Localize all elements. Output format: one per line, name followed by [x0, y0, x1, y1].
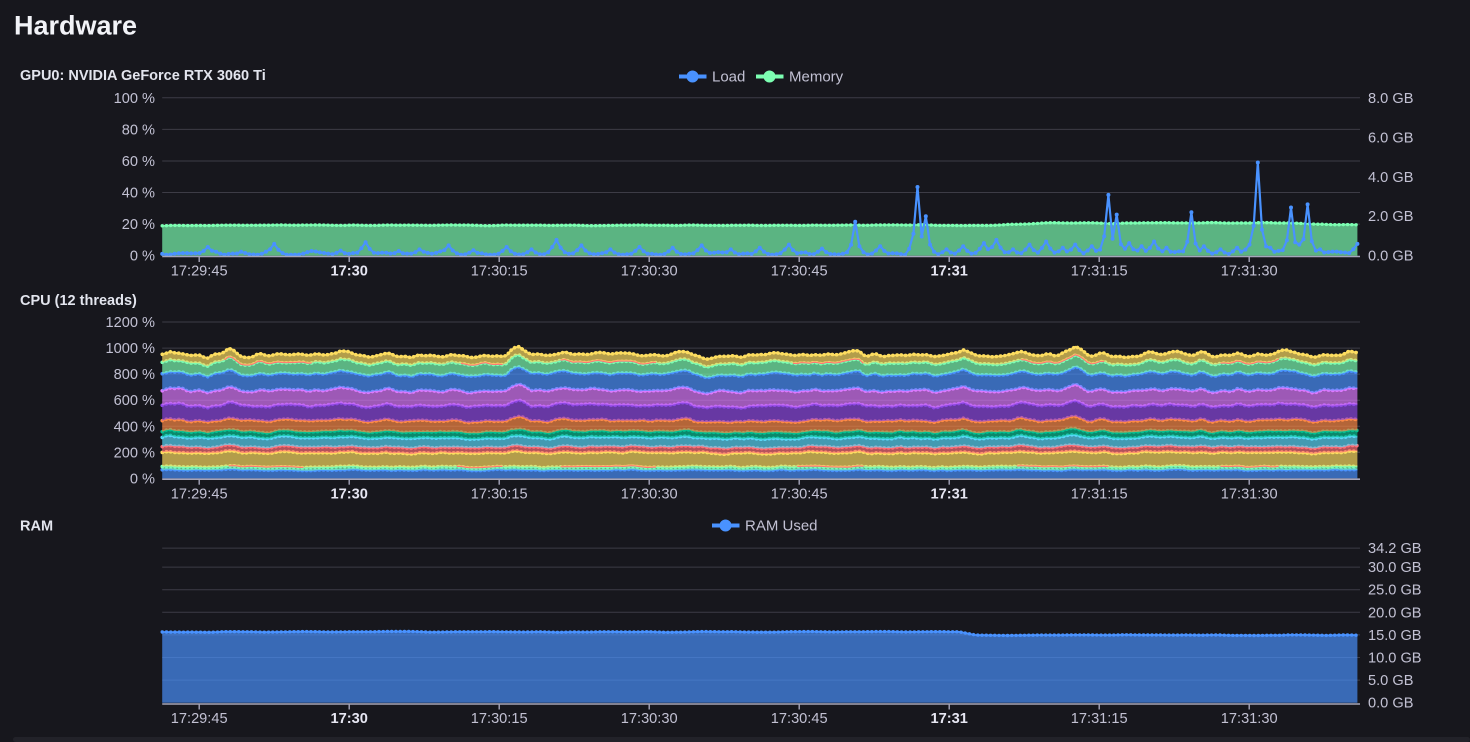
svg-text:Memory: Memory [789, 69, 844, 86]
svg-text:RAM Used: RAM Used [745, 518, 818, 535]
svg-text:17:30:30: 17:30:30 [621, 263, 678, 279]
svg-text:15.0 GB: 15.0 GB [1368, 628, 1422, 644]
svg-text:17:31: 17:31 [931, 263, 968, 279]
svg-text:80 %: 80 % [122, 122, 155, 138]
svg-text:1200 %: 1200 % [106, 315, 156, 331]
svg-text:17:30:45: 17:30:45 [771, 263, 828, 279]
svg-text:17:29:45: 17:29:45 [171, 711, 228, 727]
svg-text:17:30:45: 17:30:45 [771, 711, 828, 727]
svg-text:30.0 GB: 30.0 GB [1368, 560, 1422, 576]
svg-text:17:30:15: 17:30:15 [471, 263, 528, 279]
svg-text:17:31: 17:31 [931, 486, 968, 502]
svg-text:17:30:15: 17:30:15 [471, 486, 528, 502]
svg-text:17:31:15: 17:31:15 [1071, 486, 1128, 502]
svg-text:600 %: 600 % [114, 393, 155, 409]
svg-text:Hardware: Hardware [14, 11, 137, 41]
svg-text:17:30: 17:30 [331, 263, 368, 279]
svg-text:20 %: 20 % [122, 217, 155, 233]
svg-text:2.0 GB: 2.0 GB [1368, 209, 1413, 225]
svg-text:17:31:15: 17:31:15 [1071, 263, 1128, 279]
svg-text:4.0 GB: 4.0 GB [1368, 170, 1413, 186]
svg-text:1000 %: 1000 % [106, 341, 156, 357]
svg-text:6.0 GB: 6.0 GB [1368, 130, 1413, 146]
svg-text:17:29:45: 17:29:45 [171, 486, 228, 502]
svg-text:17:29:45: 17:29:45 [171, 263, 228, 279]
svg-text:0 %: 0 % [130, 471, 155, 487]
svg-text:100 %: 100 % [114, 91, 155, 107]
svg-text:Load: Load [712, 69, 745, 86]
svg-text:40 %: 40 % [122, 186, 155, 202]
svg-text:0.0 GB: 0.0 GB [1368, 696, 1413, 712]
svg-text:200 %: 200 % [114, 445, 155, 461]
svg-text:0 %: 0 % [130, 249, 155, 265]
svg-text:800 %: 800 % [114, 367, 155, 383]
svg-text:8.0 GB: 8.0 GB [1368, 91, 1413, 107]
svg-text:5.0 GB: 5.0 GB [1368, 673, 1413, 689]
svg-text:17:31:30: 17:31:30 [1221, 486, 1278, 502]
svg-text:34.2 GB: 34.2 GB [1368, 541, 1422, 557]
svg-text:60 %: 60 % [122, 154, 155, 170]
svg-text:17:31:30: 17:31:30 [1221, 263, 1278, 279]
svg-text:17:31: 17:31 [931, 711, 968, 727]
svg-text:17:30: 17:30 [331, 486, 368, 502]
svg-text:20.0 GB: 20.0 GB [1368, 605, 1422, 621]
svg-text:0.0 GB: 0.0 GB [1368, 249, 1413, 265]
svg-text:17:30:30: 17:30:30 [621, 486, 678, 502]
svg-text:17:31:30: 17:31:30 [1221, 711, 1278, 727]
svg-text:17:30: 17:30 [331, 711, 368, 727]
svg-text:RAM: RAM [20, 519, 53, 535]
svg-text:17:30:45: 17:30:45 [771, 486, 828, 502]
svg-text:25.0 GB: 25.0 GB [1368, 583, 1422, 599]
svg-text:400 %: 400 % [114, 419, 155, 435]
svg-text:17:30:15: 17:30:15 [471, 711, 528, 727]
svg-text:10.0 GB: 10.0 GB [1368, 651, 1422, 667]
svg-text:17:30:30: 17:30:30 [621, 711, 678, 727]
svg-text:CPU (12 threads): CPU (12 threads) [20, 293, 137, 309]
svg-text:GPU0: NVIDIA GeForce RTX 3060: GPU0: NVIDIA GeForce RTX 3060 Ti [20, 68, 266, 84]
svg-text:17:31:15: 17:31:15 [1071, 711, 1128, 727]
